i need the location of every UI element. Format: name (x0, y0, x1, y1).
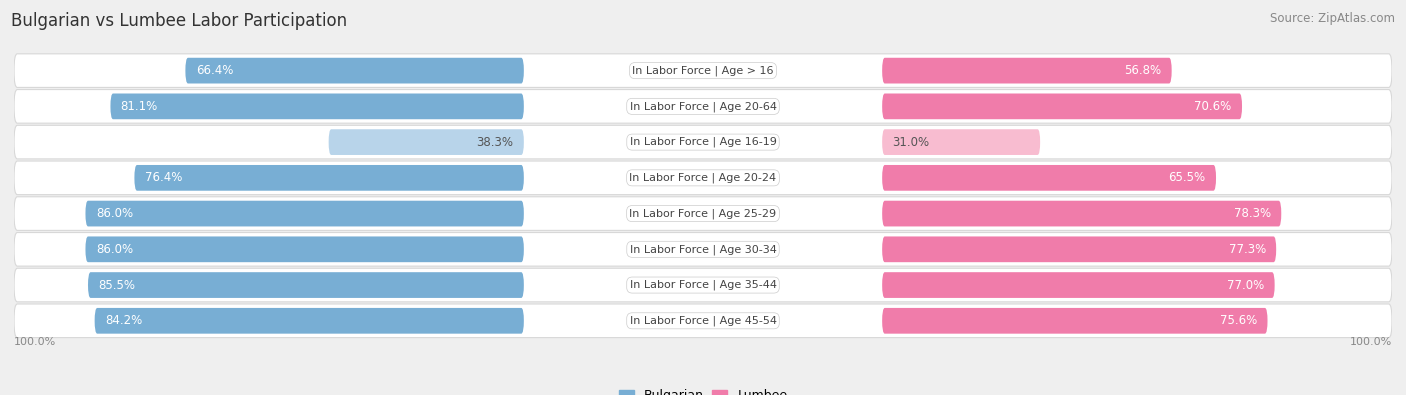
FancyBboxPatch shape (14, 125, 1392, 159)
Text: Source: ZipAtlas.com: Source: ZipAtlas.com (1270, 12, 1395, 25)
FancyBboxPatch shape (186, 58, 524, 83)
FancyBboxPatch shape (882, 58, 1171, 83)
Legend: Bulgarian, Lumbee: Bulgarian, Lumbee (613, 384, 793, 395)
FancyBboxPatch shape (882, 237, 1277, 262)
Text: In Labor Force | Age 20-64: In Labor Force | Age 20-64 (630, 101, 776, 112)
Text: 84.2%: 84.2% (105, 314, 142, 327)
FancyBboxPatch shape (89, 272, 524, 298)
Text: Bulgarian vs Lumbee Labor Participation: Bulgarian vs Lumbee Labor Participation (11, 12, 347, 30)
FancyBboxPatch shape (14, 54, 1392, 87)
FancyBboxPatch shape (882, 308, 1268, 334)
Text: 77.0%: 77.0% (1227, 278, 1264, 292)
Text: In Labor Force | Age 35-44: In Labor Force | Age 35-44 (630, 280, 776, 290)
Text: 76.4%: 76.4% (145, 171, 183, 184)
FancyBboxPatch shape (882, 94, 1241, 119)
FancyBboxPatch shape (86, 201, 524, 226)
Text: 86.0%: 86.0% (96, 207, 134, 220)
FancyBboxPatch shape (86, 237, 524, 262)
Text: In Labor Force | Age > 16: In Labor Force | Age > 16 (633, 66, 773, 76)
Text: 31.0%: 31.0% (893, 135, 929, 149)
Text: 66.4%: 66.4% (195, 64, 233, 77)
Text: 75.6%: 75.6% (1220, 314, 1257, 327)
FancyBboxPatch shape (111, 94, 524, 119)
Text: 85.5%: 85.5% (98, 278, 135, 292)
FancyBboxPatch shape (14, 268, 1392, 302)
FancyBboxPatch shape (882, 201, 1281, 226)
FancyBboxPatch shape (14, 197, 1392, 230)
FancyBboxPatch shape (329, 129, 524, 155)
Text: 100.0%: 100.0% (1350, 337, 1392, 347)
Text: In Labor Force | Age 20-24: In Labor Force | Age 20-24 (630, 173, 776, 183)
FancyBboxPatch shape (135, 165, 524, 191)
Text: 78.3%: 78.3% (1234, 207, 1271, 220)
Text: 65.5%: 65.5% (1168, 171, 1206, 184)
Text: 70.6%: 70.6% (1195, 100, 1232, 113)
FancyBboxPatch shape (14, 90, 1392, 123)
Text: In Labor Force | Age 30-34: In Labor Force | Age 30-34 (630, 244, 776, 254)
FancyBboxPatch shape (882, 272, 1275, 298)
FancyBboxPatch shape (882, 165, 1216, 191)
Text: 81.1%: 81.1% (121, 100, 157, 113)
Text: 56.8%: 56.8% (1125, 64, 1161, 77)
FancyBboxPatch shape (14, 233, 1392, 266)
Text: 77.3%: 77.3% (1229, 243, 1265, 256)
FancyBboxPatch shape (882, 129, 1040, 155)
Text: In Labor Force | Age 45-54: In Labor Force | Age 45-54 (630, 316, 776, 326)
Text: In Labor Force | Age 16-19: In Labor Force | Age 16-19 (630, 137, 776, 147)
Text: 86.0%: 86.0% (96, 243, 134, 256)
Text: 38.3%: 38.3% (477, 135, 513, 149)
FancyBboxPatch shape (14, 304, 1392, 338)
FancyBboxPatch shape (14, 161, 1392, 195)
Text: 100.0%: 100.0% (14, 337, 56, 347)
Text: In Labor Force | Age 25-29: In Labor Force | Age 25-29 (630, 208, 776, 219)
FancyBboxPatch shape (94, 308, 524, 334)
